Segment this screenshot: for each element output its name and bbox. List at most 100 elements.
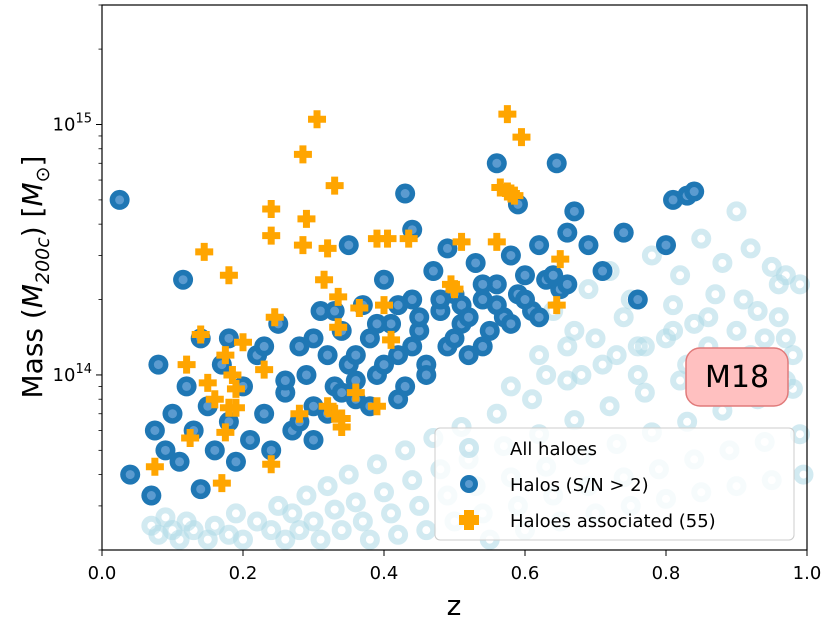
- halo-point-core: [464, 312, 474, 322]
- all-haloes-point: [529, 345, 550, 366]
- halo-point: [173, 269, 194, 290]
- halo-point-core: [245, 435, 255, 445]
- all-haloes-point: [409, 495, 430, 516]
- halo-point: [627, 289, 648, 310]
- associated-halo-point: [547, 296, 566, 315]
- legend-item-associated: Haloes associated (55): [459, 510, 716, 532]
- x-tick-label: 0.6: [511, 563, 540, 584]
- halo-point: [395, 183, 416, 204]
- halo-point: [331, 382, 352, 403]
- all-haloes-point: [684, 313, 705, 334]
- halo-point: [409, 307, 430, 328]
- all-haloes-point: [310, 529, 331, 550]
- associated-halo-point: [216, 423, 235, 442]
- associated-halo-point: [181, 429, 200, 448]
- associated-halo-point: [226, 398, 245, 417]
- associated-halo-point: [505, 186, 524, 205]
- halo-point-core: [407, 341, 417, 351]
- all-haloes-point: [233, 529, 253, 550]
- associated-halo-point: [216, 346, 235, 365]
- halo-point: [423, 261, 444, 282]
- halo-point: [345, 345, 366, 366]
- halo-point-core: [175, 457, 185, 467]
- halo-point: [275, 370, 296, 391]
- halo-point-core: [562, 279, 572, 289]
- associated-halo-point: [487, 232, 506, 251]
- halo-point: [613, 222, 634, 243]
- halo-point: [240, 429, 261, 450]
- halo-point-core: [534, 240, 544, 250]
- halo-point-core: [393, 394, 403, 404]
- all-haloes-point: [712, 252, 733, 273]
- halo-point-core: [386, 319, 396, 329]
- halo-point-core: [506, 319, 516, 329]
- all-haloes-point: [726, 201, 747, 222]
- all-haloes-point: [303, 511, 324, 532]
- x-tick-label: 0.4: [370, 563, 399, 584]
- halo-point: [557, 222, 578, 243]
- x-tick-label: 0.2: [229, 563, 258, 584]
- associated-halo-point: [346, 383, 365, 402]
- associated-halo-point: [325, 176, 344, 195]
- halo-point-core: [421, 370, 431, 380]
- all-haloes-point: [261, 520, 282, 541]
- halo-point-core: [689, 187, 699, 197]
- associated-halo-point: [262, 455, 281, 474]
- halo-point: [190, 479, 211, 500]
- halo-point: [162, 403, 183, 424]
- halo-point-core: [231, 457, 241, 467]
- halo-point-core: [478, 295, 488, 305]
- associated-halo-point: [318, 397, 337, 416]
- halo-point-core: [203, 401, 213, 411]
- halo-point: [515, 289, 535, 310]
- halo-point: [388, 389, 409, 410]
- all-haloes-point: [296, 485, 317, 506]
- halo-point: [416, 364, 437, 385]
- associated-halo-point: [350, 299, 369, 318]
- halo-point-core: [160, 445, 170, 455]
- all-haloes-point: [402, 470, 423, 491]
- halo-point-core: [633, 295, 643, 305]
- all-haloes-point: [247, 511, 268, 532]
- halo-point: [296, 364, 317, 385]
- halo-point: [310, 301, 331, 322]
- halo-point-core: [337, 388, 347, 398]
- associated-haloes-series: [145, 105, 570, 493]
- associated-halo-point: [315, 270, 334, 289]
- halo-point-core: [224, 333, 234, 343]
- halo-point-core: [414, 326, 424, 336]
- halo-point: [430, 289, 451, 310]
- all-haloes-point: [571, 364, 592, 385]
- associated-halo-point: [378, 229, 397, 248]
- all-haloes-point: [634, 336, 655, 357]
- halo-point-core: [661, 240, 671, 250]
- x-axis-ticks: 0.0 0.2 0.4 0.6 0.8 1.0: [88, 550, 821, 584]
- halo-point-core: [365, 333, 375, 343]
- halo-point-core: [400, 189, 410, 199]
- all-haloes-point: [275, 529, 296, 550]
- all-haloes-point: [705, 284, 726, 305]
- all-haloes-point: [634, 382, 655, 403]
- all-haloes-point: [599, 396, 620, 417]
- associated-halo-point: [255, 360, 274, 379]
- halo-point-core: [259, 409, 269, 419]
- all-haloes-point: [225, 503, 246, 524]
- halo-point: [500, 245, 521, 266]
- all-haloes-point: [613, 307, 634, 328]
- halo-point-core: [351, 350, 361, 360]
- halo-point: [345, 370, 366, 391]
- associated-halo-point: [308, 110, 327, 129]
- halo-point-core: [492, 300, 502, 310]
- halo-point-core: [294, 341, 304, 351]
- all-haloes-point: [775, 265, 796, 286]
- associated-halo-point: [318, 239, 337, 258]
- associated-halo-point: [191, 325, 210, 344]
- all-haloes-point: [578, 279, 599, 300]
- associated-halo-point: [198, 373, 217, 392]
- halo-point: [176, 376, 197, 397]
- associated-halo-point: [491, 178, 510, 197]
- halo-point-core: [316, 306, 326, 316]
- legend: All haloes Halos (S/N > 2) Haloes associ…: [434, 427, 795, 541]
- all-haloes-point: [381, 503, 402, 524]
- halo-point-core: [115, 195, 125, 205]
